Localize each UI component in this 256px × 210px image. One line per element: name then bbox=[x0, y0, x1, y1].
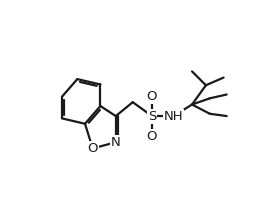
Text: N: N bbox=[111, 136, 121, 149]
Text: O: O bbox=[147, 89, 157, 102]
Text: NH: NH bbox=[164, 110, 183, 123]
Text: O: O bbox=[88, 142, 98, 155]
Text: S: S bbox=[148, 110, 156, 123]
Text: O: O bbox=[147, 130, 157, 143]
